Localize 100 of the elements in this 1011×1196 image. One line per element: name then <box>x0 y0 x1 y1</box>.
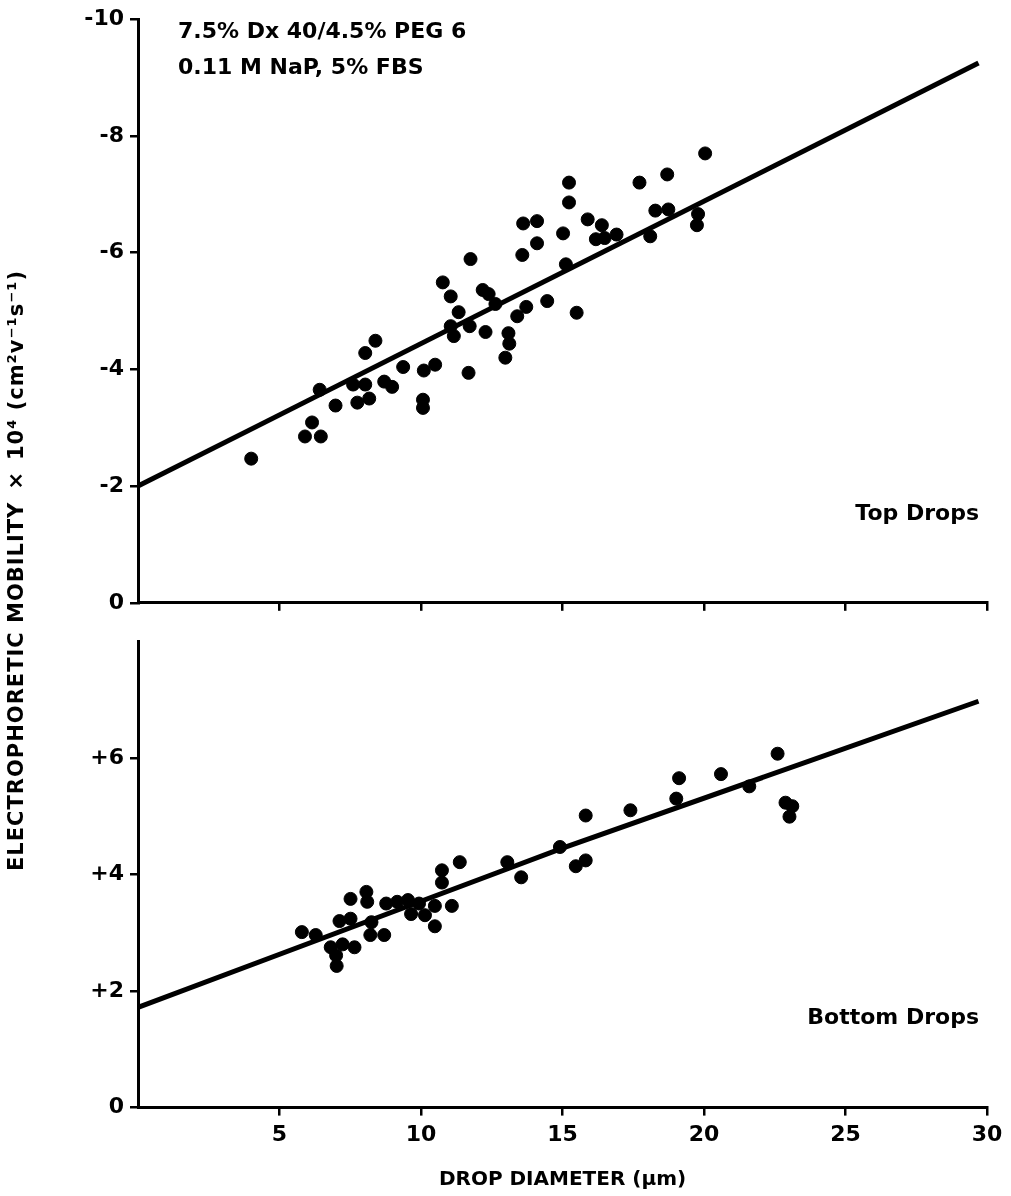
point <box>519 299 534 314</box>
point <box>742 779 757 794</box>
annotation: Top Drops <box>855 499 979 525</box>
point <box>313 429 328 444</box>
point <box>643 229 658 244</box>
point <box>648 203 663 218</box>
point <box>443 289 458 304</box>
point <box>404 907 419 922</box>
point <box>396 360 411 375</box>
point <box>329 948 344 963</box>
y-tick-label: +4 <box>90 860 124 886</box>
point <box>343 891 358 906</box>
point <box>782 809 797 824</box>
point <box>514 870 529 885</box>
point <box>569 305 584 320</box>
point <box>434 875 449 890</box>
point <box>540 294 555 309</box>
annotation: 7.5% Dx 40/4.5% PEG 6 <box>178 17 467 43</box>
point <box>689 218 704 233</box>
point <box>362 391 377 406</box>
point <box>358 346 373 361</box>
point <box>580 212 595 227</box>
x-tick-label: 25 <box>830 1120 861 1146</box>
point <box>660 167 675 182</box>
point <box>297 429 312 444</box>
y-tick-label: +2 <box>90 976 124 1002</box>
point <box>377 928 392 943</box>
y-tick-label: -10 <box>84 4 124 30</box>
point <box>332 914 347 929</box>
point <box>562 175 577 190</box>
point <box>502 336 517 351</box>
y-axis-title: ELECTROPHORETIC MOBILITY × 10⁴ (cm²v⁻¹s⁻¹) <box>4 268 29 873</box>
y-tick-label: -4 <box>99 355 124 381</box>
point <box>434 863 449 878</box>
point <box>294 925 309 940</box>
point <box>669 791 684 806</box>
point <box>358 377 373 392</box>
point <box>400 893 415 908</box>
point <box>451 305 466 320</box>
point <box>488 297 503 311</box>
point <box>305 415 320 430</box>
point <box>770 746 785 761</box>
point <box>713 767 728 782</box>
point <box>462 319 477 334</box>
point <box>347 940 362 955</box>
x-tick-label: 5 <box>271 1120 288 1146</box>
y-tick-label: -8 <box>99 121 124 147</box>
point <box>698 146 713 161</box>
y-tick-label: 0 <box>108 1093 124 1119</box>
point <box>552 840 567 854</box>
point <box>364 915 379 930</box>
point <box>594 218 609 233</box>
point <box>463 252 478 267</box>
y-tick-label: -2 <box>99 471 124 497</box>
point <box>328 398 343 413</box>
point <box>360 894 375 909</box>
point <box>435 275 450 290</box>
point <box>428 357 443 372</box>
point <box>500 855 515 870</box>
point <box>556 226 571 241</box>
point <box>578 853 593 868</box>
point <box>498 350 513 365</box>
point <box>515 247 530 262</box>
point <box>578 808 593 823</box>
point <box>558 257 573 272</box>
point <box>385 379 400 394</box>
point <box>632 175 647 190</box>
x-tick-label: 15 <box>547 1120 578 1146</box>
point <box>444 898 459 913</box>
point <box>350 395 365 410</box>
point <box>475 282 490 297</box>
point <box>661 202 676 217</box>
point <box>461 365 476 380</box>
y-tick-label: -6 <box>99 238 124 264</box>
point <box>562 195 577 210</box>
point <box>516 216 531 231</box>
y-tick-label: 0 <box>108 588 124 614</box>
point <box>623 803 638 818</box>
point <box>335 937 350 952</box>
point <box>510 309 525 324</box>
point <box>597 231 612 246</box>
point <box>416 363 431 378</box>
point <box>412 896 427 911</box>
point <box>363 928 378 943</box>
annotation: 0.11 M NaP, 5% FBS <box>178 53 424 79</box>
point <box>343 911 358 926</box>
point <box>452 855 467 870</box>
point <box>244 451 259 466</box>
point <box>427 919 442 934</box>
point <box>417 908 432 923</box>
point <box>312 382 327 397</box>
x-axis-title: DROP DIAMETER (μm) <box>438 1166 687 1191</box>
point <box>530 236 545 251</box>
point <box>368 333 383 348</box>
point <box>478 325 493 340</box>
annotation: Bottom Drops <box>807 1004 979 1030</box>
point <box>346 377 361 392</box>
x-tick-label: 20 <box>688 1120 720 1146</box>
point <box>672 771 687 786</box>
x-tick-label: 10 <box>405 1120 437 1146</box>
